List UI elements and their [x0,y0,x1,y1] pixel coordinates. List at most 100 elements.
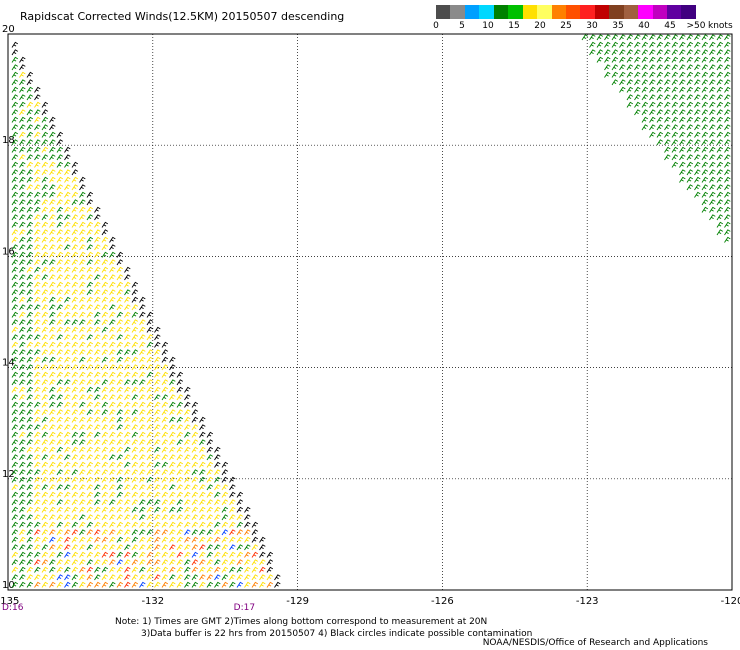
colorbar-label: 30 [586,21,598,31]
wind-barb [709,101,716,108]
wind-barb [641,71,649,78]
wind-barb [229,544,236,551]
wind-barb [154,499,161,506]
wind-barb [71,289,79,296]
wind-barb [626,34,634,41]
wind-barb [34,364,41,371]
wind-barb [94,229,101,236]
wind-barb [79,266,86,273]
wind-barb [11,319,19,326]
wind-barb [86,311,94,318]
wind-barb [109,461,116,468]
wind-barb [26,319,34,326]
wind-barb [116,266,124,273]
wind-barb [19,551,26,558]
wind-barb [11,146,19,153]
wind-barb [94,341,101,348]
wind-barb [94,521,101,528]
wind-barb [724,64,731,71]
wind-barb [56,461,64,468]
wind-barb [86,521,94,528]
wind-barb [86,574,94,581]
wind-barb [619,71,626,78]
wind-barb [686,161,694,168]
wind-barb [49,431,56,438]
wind-barb [94,289,101,296]
wind-barb [131,461,139,468]
wind-barb [686,176,694,183]
colorbar-swatch [522,5,538,19]
wind-barb [154,566,161,573]
wind-barb [19,364,26,371]
wind-barb [701,199,709,206]
wind-barb [694,101,701,108]
wind-barb [116,259,124,266]
wind-barb [56,371,64,378]
wind-barb [716,64,724,71]
wind-barb [11,281,19,288]
wind-barb [86,439,94,446]
wind-barb [26,341,34,348]
wind-barb [709,199,716,206]
wind-barb [49,514,56,521]
wind-barb [56,431,64,438]
wind-barb [19,476,26,483]
wind-barb [86,514,94,521]
wind-barb [139,296,146,303]
wind-barb [56,581,64,588]
wind-barb [664,79,671,86]
wind-barb [709,56,716,63]
wind-barb [86,401,94,408]
wind-barb [79,431,86,438]
wind-barb [724,221,731,228]
wind-barb [191,431,199,438]
footer-notes: Note: 1) Times are GMT 2)Times along bot… [115,616,532,640]
wind-barb [101,484,109,491]
wind-barb [116,386,124,393]
wind-barb [649,109,656,116]
wind-barb [34,379,41,386]
wind-barb [686,41,694,48]
wind-barb [626,71,634,78]
wind-barb [11,191,19,198]
wind-barb [116,364,124,371]
wind-barb [266,581,274,588]
wind-barb [49,386,56,393]
lon-tick-label: -123 [576,596,599,607]
wind-barb [11,94,19,101]
wind-barb [79,529,86,536]
wind-barb [34,349,41,356]
wind-barb [116,296,124,303]
wind-barb [11,364,19,371]
wind-barb [641,41,649,48]
wind-barb [56,161,64,168]
wind-barb [191,469,199,476]
wind-barb [251,551,259,558]
wind-barb [26,326,34,333]
wind-barb [71,341,79,348]
wind-barb [101,259,109,266]
wind-barb [626,101,634,108]
wind-barb [34,184,41,191]
wind-barb [49,296,56,303]
wind-barb [124,371,131,378]
wind-barb [79,259,86,266]
wind-barb [56,139,64,146]
wind-barb [154,334,161,341]
wind-barb [146,311,154,318]
wind-barb [94,469,101,476]
wind-barb [49,559,56,566]
wind-barb [124,559,131,566]
wind-barb [94,461,101,468]
wind-barb [604,56,611,63]
wind-barb [101,281,109,288]
wind-barb [34,146,41,153]
wind-barb [86,416,94,423]
wind-barb [191,476,199,483]
wind-barb [694,131,701,138]
wind-barb [664,131,671,138]
wind-barb [169,521,176,528]
wind-barb [34,244,41,251]
wind-barb [64,184,71,191]
wind-barb [124,454,131,461]
